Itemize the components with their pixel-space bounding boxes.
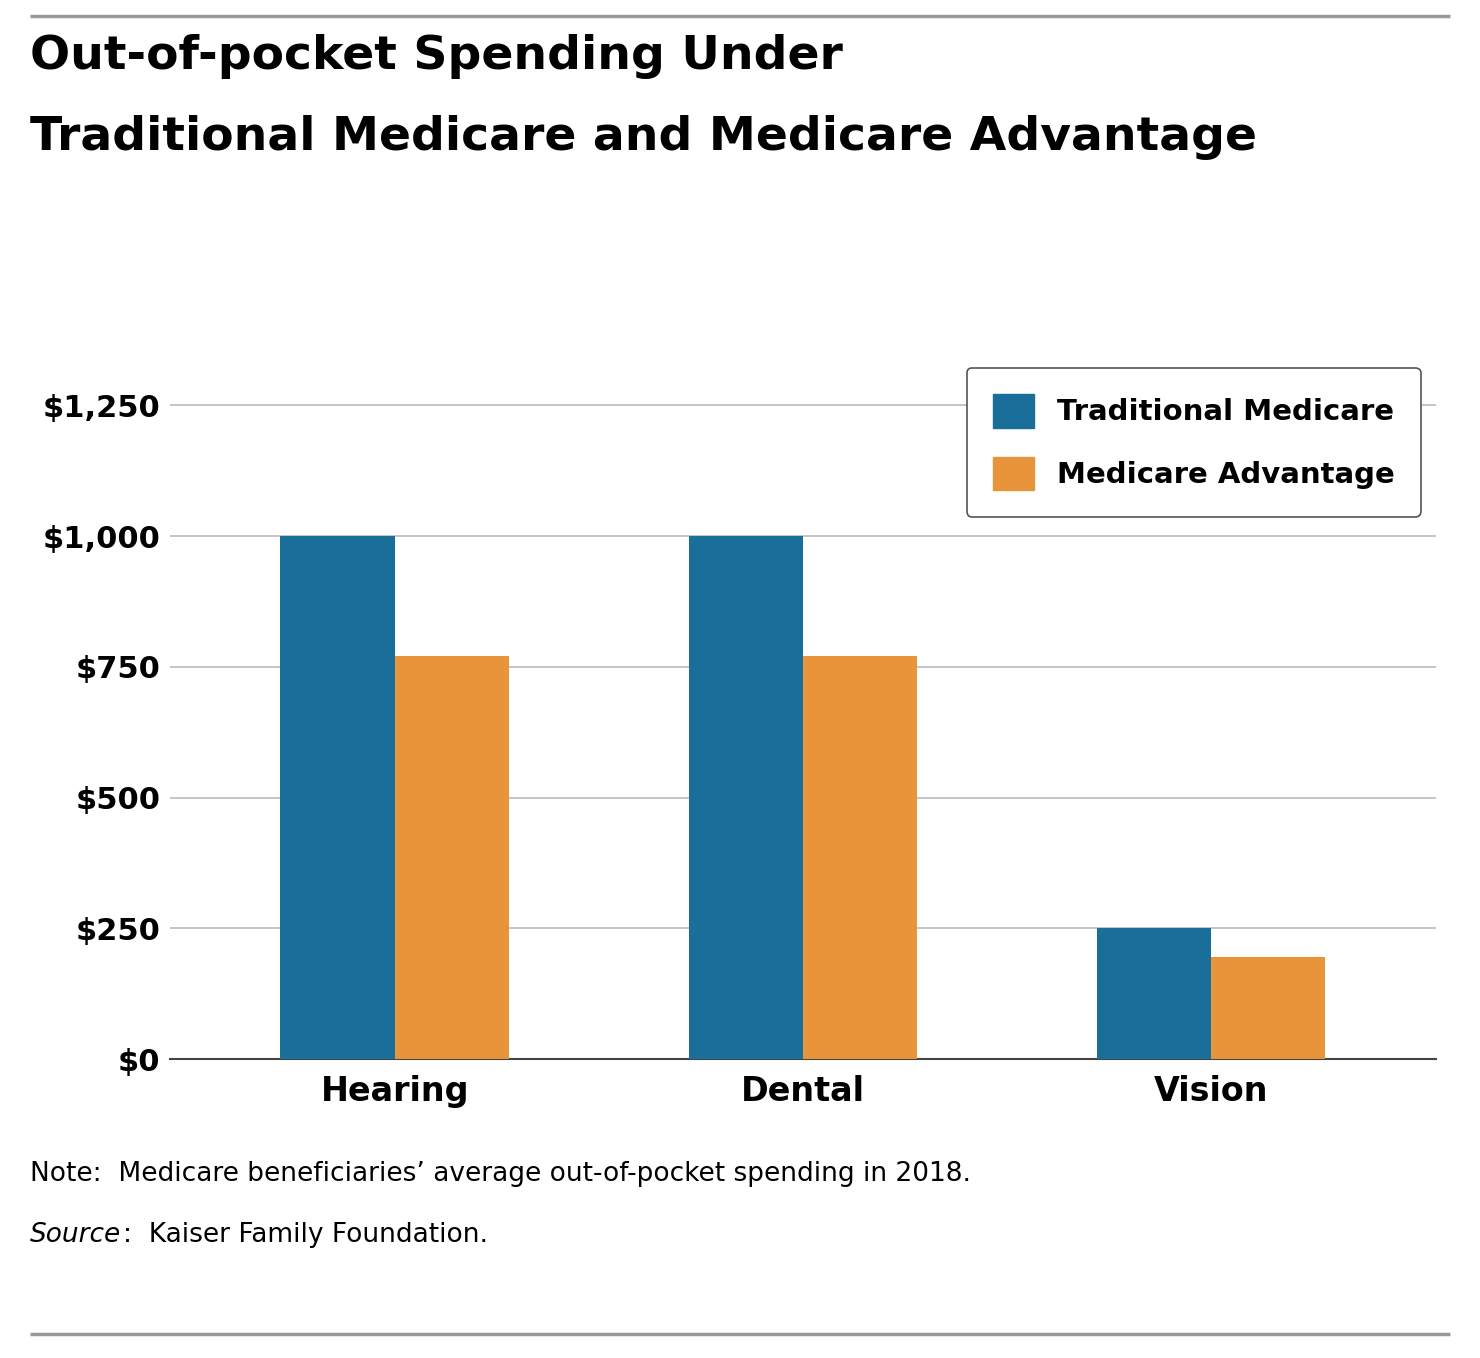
Text: Out-of-pocket Spending Under: Out-of-pocket Spending Under: [30, 34, 842, 79]
Bar: [395, 656, 509, 1059]
Text: Note:  Medicare beneficiaries’ average out-of-pocket spending in 2018.: Note: Medicare beneficiaries’ average ou…: [30, 1161, 971, 1187]
Legend: Traditional Medicare, Medicare Advantage: Traditional Medicare, Medicare Advantage: [966, 368, 1421, 516]
Bar: [1097, 929, 1211, 1059]
Bar: [688, 536, 802, 1059]
Bar: [804, 656, 918, 1059]
Bar: [280, 536, 395, 1059]
Text: Traditional Medicare and Medicare Advantage: Traditional Medicare and Medicare Advant…: [30, 115, 1257, 160]
Text: Source: Source: [30, 1222, 121, 1248]
Text: :  Kaiser Family Foundation.: : Kaiser Family Foundation.: [123, 1222, 488, 1248]
Bar: [1211, 957, 1326, 1059]
